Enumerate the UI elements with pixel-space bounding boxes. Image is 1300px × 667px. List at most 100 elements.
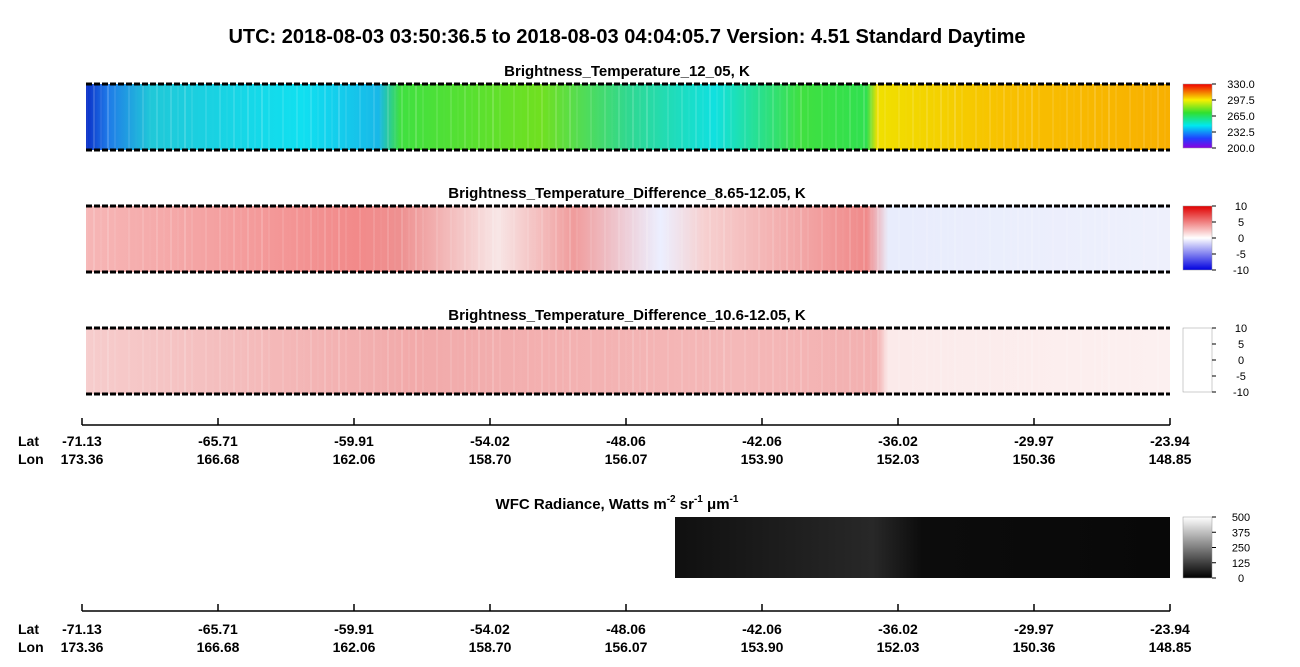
streak: [947, 84, 949, 150]
streak: [492, 328, 494, 394]
streak: [254, 328, 256, 394]
streak: [555, 328, 557, 394]
streak: [1129, 84, 1131, 150]
streak: [219, 328, 221, 394]
streak: [366, 206, 368, 272]
streak: [569, 328, 571, 394]
streak: [499, 206, 501, 272]
streak: [590, 328, 592, 394]
streak: [359, 206, 361, 272]
streak: [954, 328, 956, 394]
streak: [758, 328, 760, 394]
streak: [625, 84, 627, 150]
streak: [898, 206, 900, 272]
streak: [1094, 84, 1096, 150]
streak: [1164, 84, 1166, 150]
streak: [835, 84, 837, 150]
colorbar-label: 265.0: [1227, 111, 1255, 123]
streak: [310, 84, 312, 150]
streak: [807, 206, 809, 272]
streak: [296, 328, 298, 394]
streak: [688, 206, 690, 272]
streak: [387, 84, 389, 150]
streak: [611, 206, 613, 272]
streak: [912, 84, 914, 150]
streak: [149, 84, 151, 150]
lon-value: 148.85: [1149, 639, 1192, 655]
streak: [555, 84, 557, 150]
streak: [1115, 328, 1117, 394]
image-strip: [86, 84, 1170, 150]
streak: [562, 328, 564, 394]
streak: [821, 328, 823, 394]
streak: [625, 328, 627, 394]
streak: [184, 328, 186, 394]
streak: [261, 328, 263, 394]
lon-label: Lon: [18, 451, 44, 467]
streak: [254, 206, 256, 272]
streak: [786, 328, 788, 394]
streak: [1108, 328, 1110, 394]
lon-value: 173.36: [61, 639, 104, 655]
colorbar-label: -5: [1236, 371, 1246, 383]
streak: [1073, 84, 1075, 150]
streak: [149, 206, 151, 272]
streak: [1136, 84, 1138, 150]
streak: [331, 84, 333, 150]
streak: [219, 206, 221, 272]
streak: [317, 206, 319, 272]
streak: [184, 84, 186, 150]
streak: [1094, 328, 1096, 394]
streak: [149, 328, 151, 394]
streak: [982, 328, 984, 394]
streak: [793, 206, 795, 272]
streak: [534, 206, 536, 272]
streak: [926, 206, 928, 272]
streak: [135, 84, 137, 150]
streak: [408, 84, 410, 150]
streak: [527, 328, 529, 394]
streak: [177, 328, 179, 394]
streak: [604, 206, 606, 272]
streak: [520, 84, 522, 150]
streak: [688, 328, 690, 394]
streak: [779, 84, 781, 150]
streak: [639, 84, 641, 150]
lon-value: 173.36: [61, 451, 104, 467]
lat-value: -54.02: [470, 621, 510, 637]
streak: [828, 328, 830, 394]
colorbar-label: -10: [1233, 265, 1249, 277]
streak: [114, 206, 116, 272]
streak: [1087, 328, 1089, 394]
streak: [618, 84, 620, 150]
streak: [303, 84, 305, 150]
streak: [380, 206, 382, 272]
colorbar-label: 125: [1232, 558, 1250, 570]
streak: [695, 84, 697, 150]
streak: [345, 84, 347, 150]
streak: [471, 206, 473, 272]
streak: [1143, 206, 1145, 272]
streak: [716, 328, 718, 394]
streak: [226, 328, 228, 394]
streak: [296, 84, 298, 150]
streak: [289, 206, 291, 272]
streak: [870, 328, 872, 394]
streak: [849, 84, 851, 150]
streak: [541, 328, 543, 394]
streak: [947, 328, 949, 394]
streak: [114, 328, 116, 394]
lat-value: -65.71: [198, 433, 238, 449]
streak: [940, 328, 942, 394]
streak: [786, 206, 788, 272]
streak: [471, 84, 473, 150]
streak: [1059, 206, 1061, 272]
streak: [856, 206, 858, 272]
page-title: UTC: 2018-08-03 03:50:36.5 to 2018-08-03…: [228, 26, 1025, 48]
streak: [933, 206, 935, 272]
streak: [870, 206, 872, 272]
streak: [436, 84, 438, 150]
streak: [499, 84, 501, 150]
streak: [695, 206, 697, 272]
streak: [373, 206, 375, 272]
